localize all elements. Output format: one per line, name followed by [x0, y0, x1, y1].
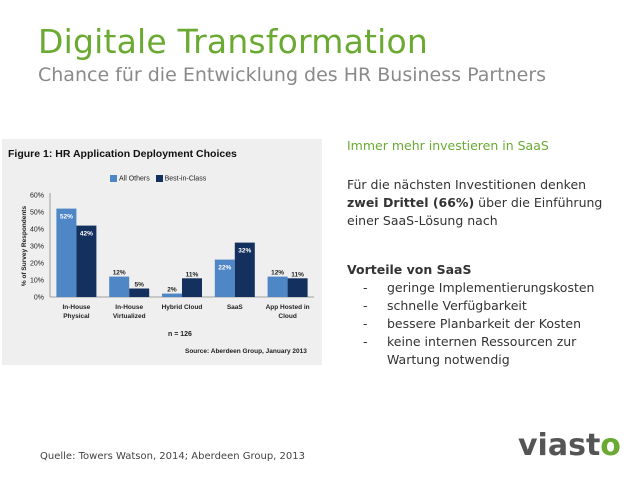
bar-best-in-class — [287, 278, 308, 297]
y-tick-label: 0% — [34, 295, 44, 302]
investment-paragraph: Für die nächsten Investitionen denken zw… — [347, 176, 607, 230]
advantages-list: - geringe Implementierungskosten - schnell… — [347, 279, 607, 369]
bar-all-others — [109, 276, 130, 297]
y-tick-label: 10% — [30, 278, 44, 285]
list-dash: - — [363, 298, 368, 313]
legend-swatch-best-in-class — [155, 175, 163, 182]
list-item-text: bessere Planbarkeit der Kosten — [387, 316, 582, 331]
bar-best-in-class — [129, 288, 150, 297]
y-tick-label: 50% — [30, 210, 44, 217]
x-tick-label: Virtualized — [113, 313, 146, 320]
logo-text: viast — [518, 428, 601, 463]
bar-data-label: 42% — [80, 231, 93, 238]
list-dash: - — [363, 316, 368, 331]
bar-best-in-class — [234, 242, 255, 297]
bar-best-in-class — [76, 225, 97, 297]
legend-label-all-others: All Others — [119, 175, 150, 183]
x-tick-label: Physical — [63, 313, 90, 320]
viasto-logo: viasto — [518, 428, 621, 463]
bar-data-label: 22% — [218, 265, 231, 272]
chart-legend: All Others Best-in-Class — [110, 175, 206, 182]
x-tick-label: In-House — [62, 304, 90, 311]
bar-data-label: 5% — [134, 282, 144, 289]
list-item-text: geringe Implementierungskosten — [387, 280, 595, 295]
x-tick-label: App Hosted in — [266, 304, 310, 311]
list-item-text: schnelle Verfügbarkeit — [387, 298, 527, 313]
chart-figure: Figure 1: HR Application Deployment Choi… — [2, 139, 322, 365]
para-bold-text: zwei Drittel (66%) — [347, 195, 475, 210]
bar-data-label: 12% — [271, 270, 284, 277]
logo-o-text: o — [600, 428, 621, 463]
bar-data-label: 32% — [238, 248, 251, 255]
legend-label-best-in-class: Best-in-Class — [164, 175, 207, 183]
page-subtitle: Chance für die Entwicklung des HR Busine… — [38, 64, 547, 86]
list-item: - schnelle Verfügbarkeit — [347, 297, 607, 315]
bar-all-others — [214, 259, 235, 297]
list-item: - keine internen Ressourcen zur Wartung n… — [347, 333, 607, 369]
list-dash: - — [363, 334, 368, 349]
x-tick-label: Hybrid Cloud — [162, 304, 203, 311]
source-citation: Quelle: Towers Watson, 2014; Aberdeen Gr… — [40, 451, 305, 462]
y-tick-label: 30% — [30, 244, 44, 251]
list-item-text: keine internen Ressourcen zur Wartung no… — [387, 334, 577, 367]
bar-data-label: 12% — [113, 270, 126, 277]
list-dash: - — [363, 280, 368, 295]
y-tick-label: 60% — [30, 193, 44, 200]
para-text-before: Für die nächsten Investitionen denken — [347, 177, 587, 192]
list-item: - geringe Implementierungskosten — [347, 279, 607, 297]
bar-all-others — [267, 276, 288, 297]
y-axis-label: % of Survey Respondents — [21, 206, 28, 287]
figure-title: Figure 1: HR Application Deployment Choi… — [8, 148, 237, 160]
para-text-after: über die Einführung einer SaaS-Lösung na… — [347, 195, 603, 228]
figure-source-label: Source: Aberdeen Group, January 2013 — [185, 348, 307, 355]
bar-data-label: 11% — [186, 271, 199, 278]
highlight-text: Immer mehr investieren in SaaS — [347, 138, 549, 153]
x-tick-label: Cloud — [278, 313, 296, 320]
x-tick-label: In-House — [115, 304, 143, 311]
bar-best-in-class — [182, 278, 202, 297]
bar-data-label: 2% — [167, 287, 177, 294]
bar-data-label: 52% — [60, 214, 73, 221]
bar-data-label: 11% — [291, 271, 304, 278]
bar-all-others — [162, 293, 182, 297]
bar-all-others — [56, 208, 77, 297]
x-tick-label: SaaS — [227, 304, 244, 311]
sample-size-label: n = 126 — [168, 331, 192, 338]
advantages-title: Vorteile von SaaS — [347, 262, 472, 277]
list-item: - bessere Planbarkeit der Kosten — [347, 315, 607, 333]
bar-chart: 0% 10% 20% 30% 40% 50% 60%% of Survey Responde… — [21, 193, 314, 320]
legend-swatch-all-others — [110, 175, 117, 182]
y-tick-label: 40% — [30, 227, 44, 234]
y-tick-label: 20% — [30, 261, 44, 268]
page-title: Digitale Transformation — [38, 22, 428, 61]
